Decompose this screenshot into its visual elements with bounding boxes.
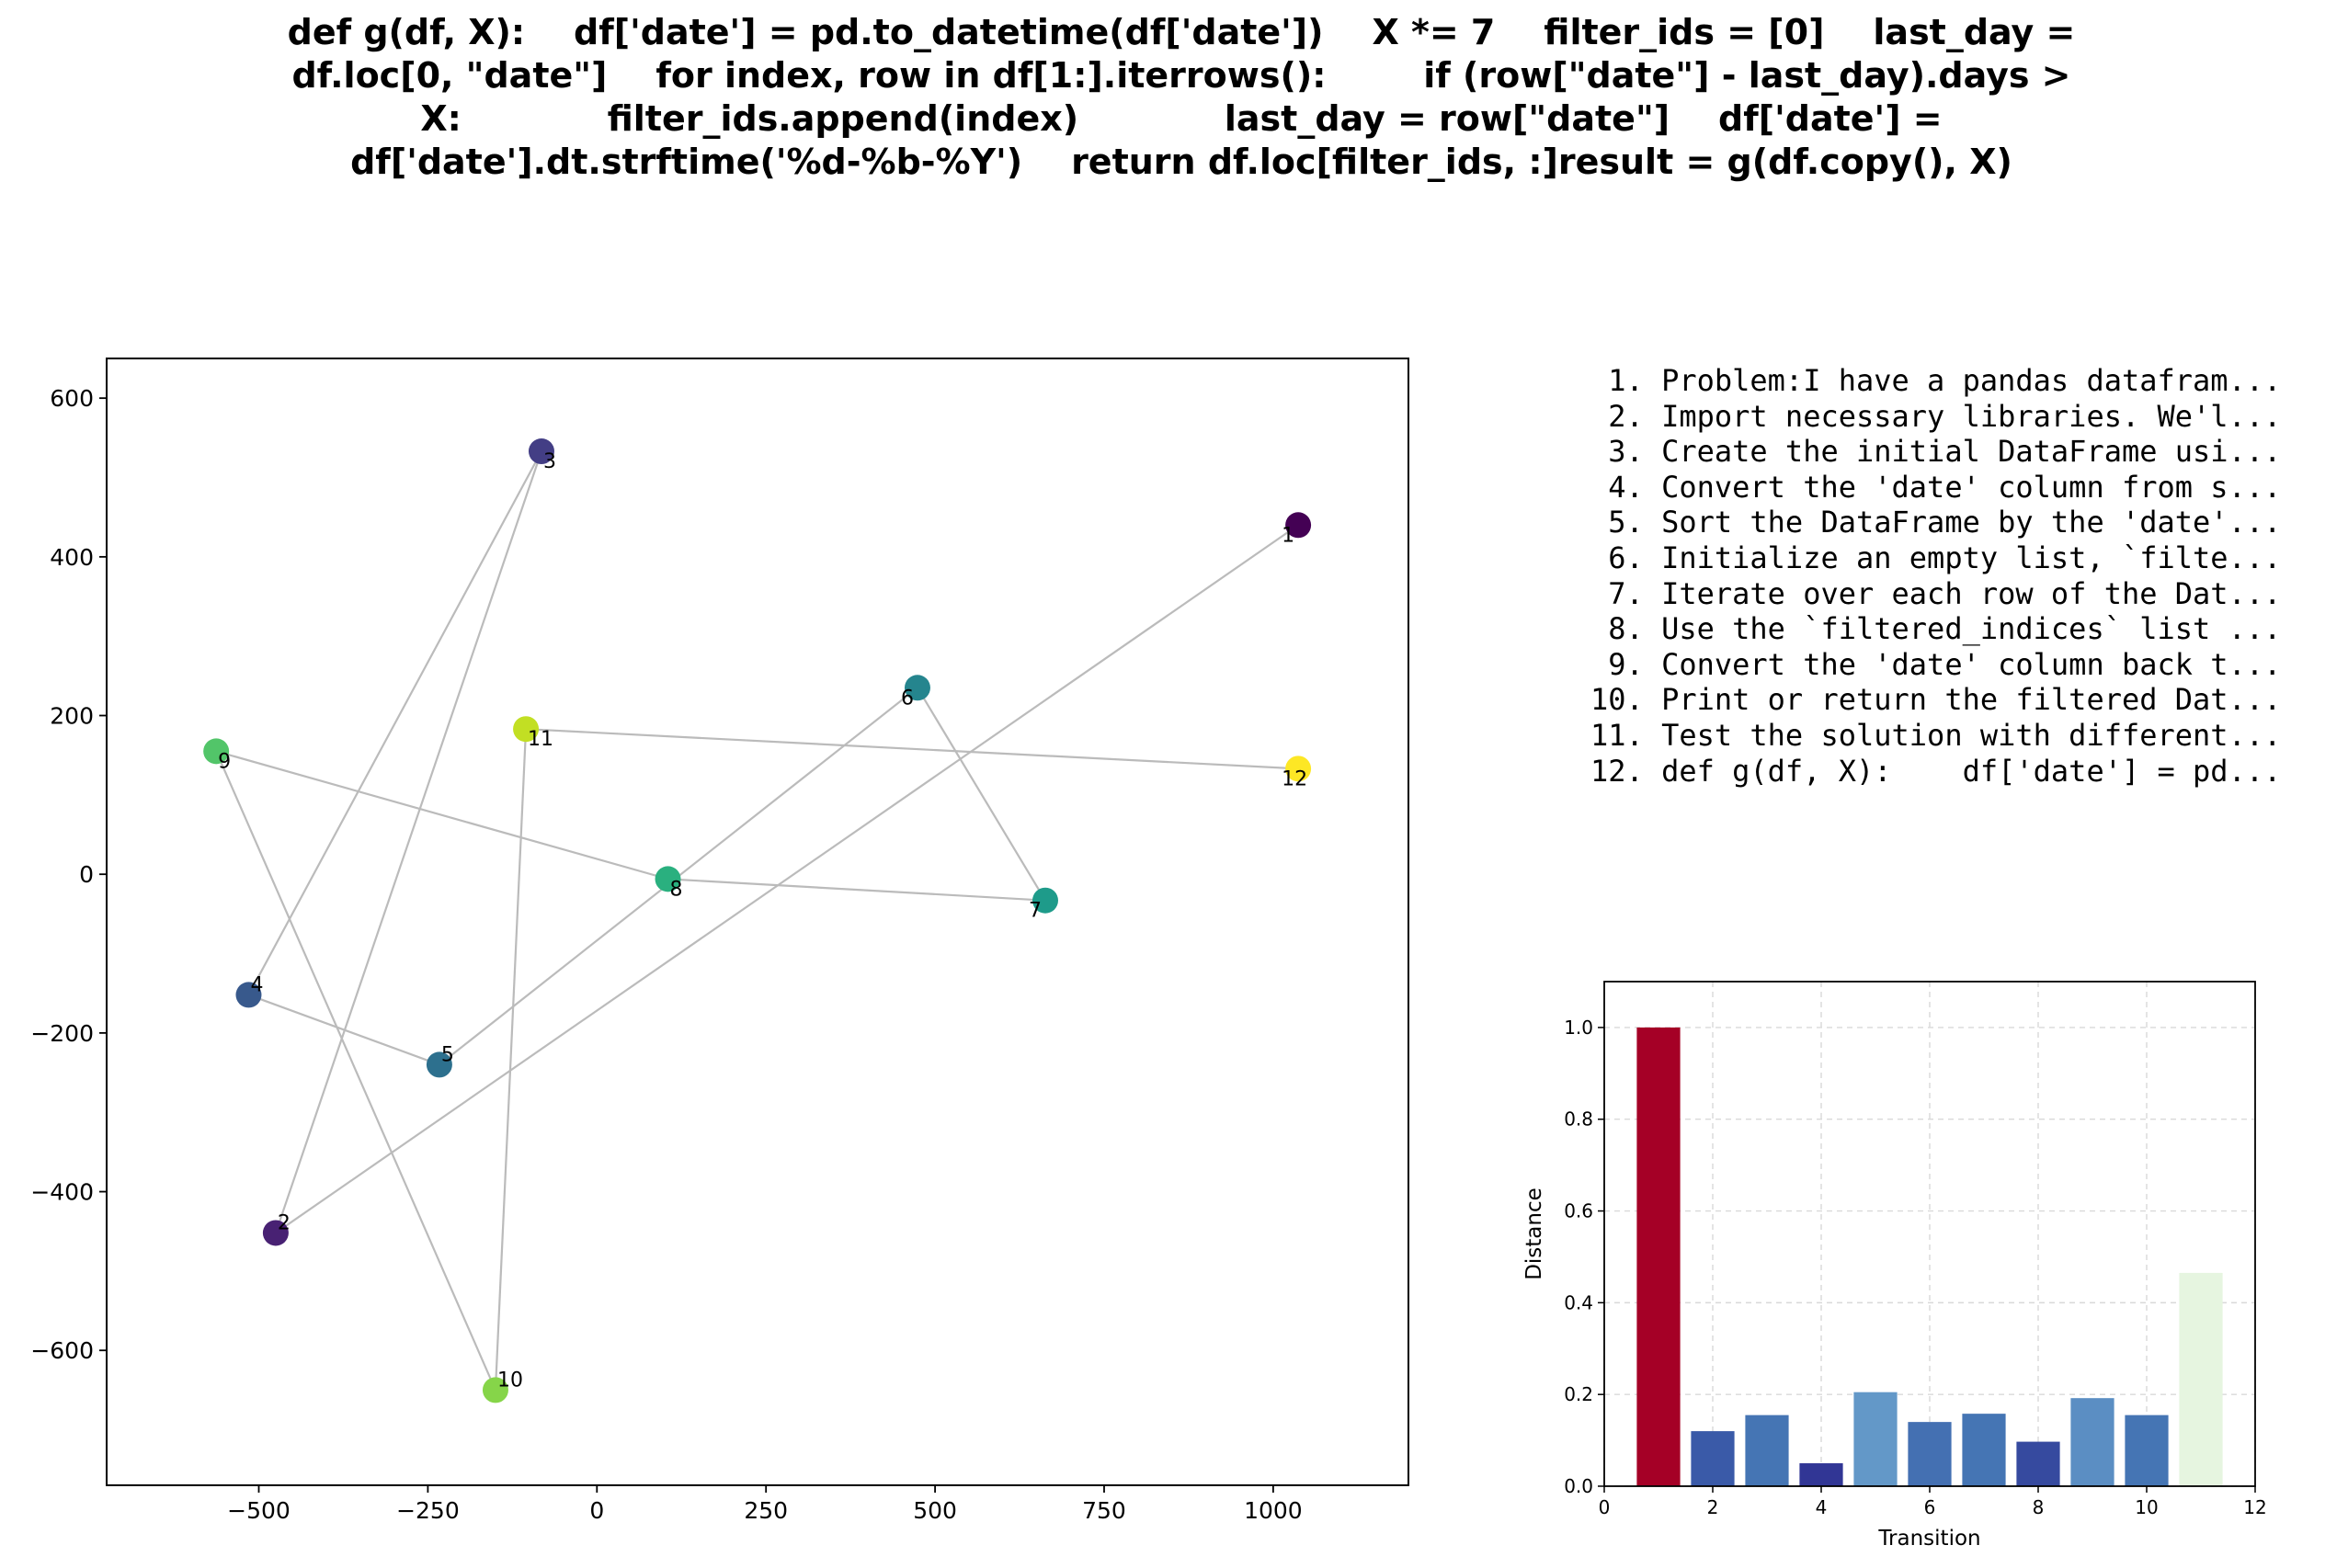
point-label: 12 (1282, 767, 1307, 790)
y-tick-label: −600 (30, 1337, 94, 1364)
path-segment (275, 524, 1299, 1234)
x-tick-label: 8 (2033, 1496, 2045, 1518)
bar (1962, 1414, 2006, 1486)
step-item: 1. Problem:I have a pandas datafram... (1590, 363, 2282, 398)
step-item: 12. def g(df, X): df['date'] = pd... (1590, 753, 2282, 789)
x-tick-label: 750 (1082, 1497, 1126, 1524)
x-tick-label: 2 (1707, 1496, 1719, 1518)
title-line: df.loc[0, "date"] for index, row in df[1… (291, 55, 2071, 96)
path-segment (274, 450, 543, 1233)
path-segment (247, 450, 542, 995)
path-segment (215, 750, 668, 881)
step-item: 9. Convert the 'date' column back t... (1590, 646, 2282, 682)
step-item: 4. Convert the 'date' column from s... (1590, 469, 2282, 505)
x-tick-label: −250 (396, 1497, 460, 1524)
path-segment (248, 994, 440, 1066)
y-axis-label: Distance (1522, 1187, 1546, 1280)
step-item: 11. Test the solution with different... (1590, 717, 2282, 753)
y-tick-label: 0.8 (1564, 1108, 1593, 1131)
steps-list: 1. Problem:I have a pandas datafram... 2… (1590, 363, 2281, 789)
point-label: 3 (543, 450, 556, 473)
y-tick-label: 1.0 (1564, 1017, 1593, 1039)
step-item: 6. Initialize an empty list, `filte... (1590, 540, 2282, 575)
x-tick-label: 1000 (1244, 1497, 1303, 1524)
y-tick-label: 200 (50, 703, 94, 730)
x-tick-label: 0 (589, 1497, 604, 1524)
step-item: 7. Iterate over each row of the Dat... (1590, 575, 2282, 611)
path-segment (215, 750, 496, 1391)
y-tick-label: 0.6 (1564, 1200, 1593, 1222)
scatter-point (235, 982, 262, 1008)
x-tick-label: 500 (913, 1497, 957, 1524)
bar (2179, 1272, 2223, 1486)
y-tick-label: 400 (50, 544, 94, 571)
point-label: 8 (670, 878, 683, 901)
bar (2070, 1398, 2114, 1486)
bar (1908, 1422, 1952, 1486)
bar (2125, 1415, 2169, 1486)
y-tick-label: 0.2 (1564, 1383, 1593, 1405)
path-segment (667, 878, 1046, 902)
bar (1745, 1415, 1789, 1486)
step-item: 5. Sort the DataFrame by the 'date'... (1590, 505, 2282, 540)
step-item: 10. Print or return the filtered Dat... (1590, 682, 2282, 718)
scatter-point (528, 438, 554, 465)
point-label: 5 (441, 1043, 454, 1066)
y-tick-label: 600 (50, 385, 94, 412)
scatter-point (1285, 512, 1312, 539)
title-line: X: filter_ids.append(index) last_day = r… (420, 98, 1943, 139)
scatter-point (1032, 887, 1058, 914)
title-line: df['date'].dt.strftime('%d-%b-%Y') retur… (350, 142, 2012, 182)
bar (2016, 1441, 2060, 1486)
figure-title: def g(df, X): df['date'] = pd.to_datetim… (147, 11, 2216, 184)
point-label: 10 (497, 1369, 523, 1392)
y-tick-label: 0.4 (1564, 1291, 1593, 1313)
bar-chart: 0 2 4 6 8 10 12 0.0 0.2 0.4 0.6 0.8 1.0 Transition Dis… (1522, 981, 2267, 1551)
scatter-point (513, 716, 540, 743)
x-tick-label: 12 (2243, 1496, 2266, 1518)
title-line: def g(df, X): df['date'] = pd.to_datetim… (287, 12, 2076, 52)
x-tick-label: 250 (744, 1497, 788, 1524)
step-item: 8. Use the `filtered_indices` list ... (1590, 611, 2282, 647)
x-tick-label: 4 (1816, 1496, 1828, 1518)
point-label: 7 (1029, 900, 1042, 923)
point-label: 11 (528, 728, 553, 751)
scatter-point (426, 1051, 452, 1078)
point-label: 2 (278, 1211, 291, 1234)
bar (1853, 1392, 1898, 1486)
scatter-point (1285, 756, 1312, 782)
x-axis-label: Transition (1877, 1527, 1980, 1551)
y-tick-label: −200 (30, 1020, 94, 1047)
scatter-point (262, 1220, 289, 1246)
point-label: 1 (1282, 524, 1294, 547)
point-label: 6 (901, 687, 914, 710)
path-segment (526, 728, 1299, 770)
step-item: 3. Create the initial DataFrame usi... (1590, 434, 2282, 470)
path-segment (917, 687, 1046, 902)
path-segment (494, 729, 528, 1391)
x-tick-label: 0 (1599, 1496, 1611, 1518)
bar (1799, 1463, 1843, 1486)
scatter-point (482, 1377, 508, 1403)
x-tick-label: −500 (227, 1497, 291, 1524)
point-label: 4 (250, 973, 263, 996)
scatter-point (203, 738, 230, 765)
x-tick-label: 6 (1924, 1496, 1936, 1518)
bar (1691, 1431, 1735, 1486)
y-tick-label: −400 (30, 1179, 94, 1206)
y-tick-label: 0.0 (1564, 1475, 1593, 1497)
bar (1636, 1027, 1681, 1486)
scatter-frame (106, 358, 1409, 1486)
scatter-point (655, 866, 681, 892)
step-item: 2. Import necessary libraries. We'l... (1590, 398, 2282, 434)
scatter-point (904, 675, 930, 701)
x-tick-label: 10 (2135, 1496, 2158, 1518)
point-label: 9 (218, 750, 231, 773)
y-tick-label: 0 (79, 861, 94, 888)
